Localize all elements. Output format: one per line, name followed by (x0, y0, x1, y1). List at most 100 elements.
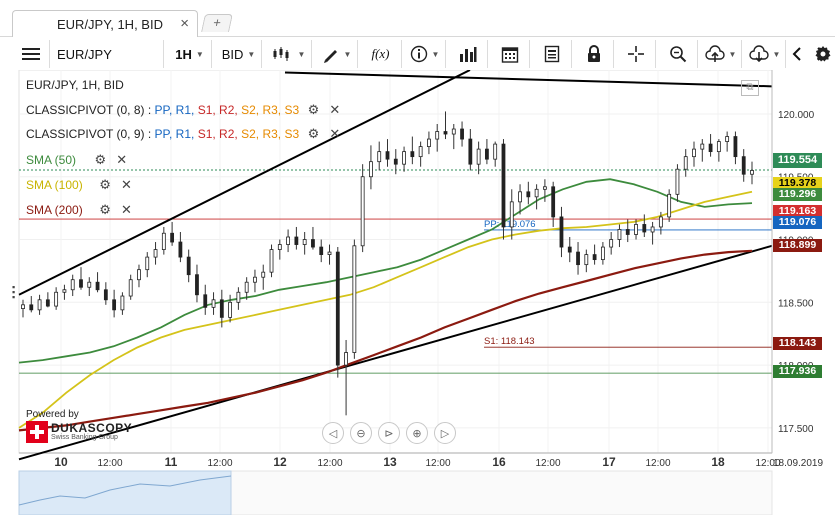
calendar-button[interactable] (490, 40, 530, 68)
candle-down (526, 191, 531, 198)
download-icon (748, 45, 769, 63)
period-select[interactable]: 1H ▼ (168, 40, 212, 68)
tab-eurjpy-1h-bid[interactable]: EUR/JPY, 1H, BID × (12, 10, 198, 37)
x-tick-label: 12:00 (425, 458, 450, 469)
instrument-value: EUR/JPY (57, 46, 112, 62)
add-tab-button[interactable]: + (201, 14, 233, 32)
price-chart[interactable]: 120.000119.500119.000118.500118.000117.5… (0, 70, 835, 515)
legend-r3: R3, (262, 103, 282, 117)
crosshair-button[interactable] (616, 40, 656, 68)
candle-up (70, 279, 75, 291)
price-tag: 118.143 (773, 337, 822, 350)
scroll-right-button[interactable]: ▷ (434, 422, 456, 444)
x-tick-label: 12:00 (645, 458, 670, 469)
close-icon[interactable]: ✕ (120, 177, 132, 192)
chart-title: EUR/JPY, 1H, BID (26, 78, 124, 92)
close-icon[interactable]: × (180, 15, 189, 32)
chart-nav: ◁ ⊖ ⊳ ⊕ ▷ (322, 422, 456, 444)
prev-button[interactable] (784, 40, 810, 68)
candle-up (244, 281, 249, 293)
x-tick-label: 12:00 (535, 458, 560, 469)
candle-up (344, 352, 348, 366)
instrument-select[interactable]: EUR/JPY (52, 40, 164, 68)
x-tick-label: 12:00 (207, 458, 232, 469)
candle-type-button[interactable]: ▼ (266, 40, 312, 68)
candle-up (518, 191, 522, 203)
candle-down (741, 156, 746, 175)
gear-icon[interactable]: ⚙ (307, 102, 320, 117)
legend-classicpivot-9: CLASSICPIVOT (0, 9) : PP, R1, S1, R2, S2… (26, 126, 342, 142)
draw-button[interactable]: ▼ (316, 40, 358, 68)
close-icon[interactable]: ✕ (329, 126, 341, 141)
gear-icon (815, 46, 831, 62)
candle-up (261, 271, 266, 278)
candle-up (692, 148, 696, 158)
candle-down (708, 143, 713, 153)
candle-down (485, 148, 489, 160)
candle-down (642, 224, 647, 233)
report-icon (544, 45, 559, 63)
gear-icon[interactable]: ⚙ (307, 126, 320, 141)
close-icon[interactable]: ✕ (120, 202, 132, 217)
candle-down (460, 128, 464, 140)
lock-button[interactable] (574, 40, 614, 68)
legend-s2: S2, (241, 127, 260, 141)
x-tick-label: 10 (54, 455, 68, 469)
info-button[interactable]: ▼ (404, 40, 446, 68)
candle-down (112, 299, 117, 311)
gear-icon[interactable]: ⚙ (99, 177, 111, 192)
scroll-left-button[interactable]: ◁ (322, 422, 344, 444)
candle-up (725, 136, 730, 142)
draw-icon (323, 50, 337, 63)
candle-up (584, 254, 589, 266)
gear-icon[interactable]: ⚙ (99, 202, 111, 217)
candle-down (311, 239, 315, 248)
lock-icon (587, 45, 600, 62)
candle-up (161, 232, 166, 250)
candle-up (37, 299, 42, 311)
legend-sma200: SMA (200) ⚙ ✕ (26, 202, 133, 218)
zoom-button[interactable] (658, 40, 698, 68)
candle-up (667, 193, 672, 218)
legend-s3: S3 (284, 127, 300, 141)
report-button[interactable] (532, 40, 572, 68)
candle-up (21, 304, 25, 309)
zoom-in-button[interactable]: ⊕ (406, 422, 428, 444)
chevron-down-icon: ▼ (247, 49, 256, 59)
y-tick-label: 117.500 (778, 424, 814, 435)
gear-icon[interactable]: ⚙ (94, 152, 107, 167)
chevron-down-icon: ▼ (728, 49, 737, 59)
candle-down (625, 229, 630, 235)
candle-up (617, 229, 622, 240)
download-button[interactable]: ▼ (744, 40, 786, 68)
settings-button[interactable] (812, 40, 834, 68)
close-icon[interactable]: ✕ (116, 152, 128, 167)
reset-view-button[interactable]: ⊳ (378, 422, 400, 444)
volume-icon (459, 47, 476, 62)
indicator-button[interactable]: f(x) (360, 40, 402, 68)
candle-up (700, 143, 705, 150)
menu-button[interactable] (12, 40, 50, 68)
legend-pp: PP, (154, 127, 173, 141)
info-icon (410, 45, 427, 63)
candle-up (327, 251, 332, 255)
popout-icon[interactable]: ⧉ (741, 80, 759, 96)
legend-name: SMA (200) (26, 203, 83, 217)
menu-icon (21, 48, 40, 60)
side-select[interactable]: BID ▼ (216, 40, 262, 68)
close-icon[interactable]: ✕ (329, 102, 341, 117)
legend-sma100: SMA (100) ⚙ ✕ (26, 177, 133, 193)
candle-up (62, 289, 67, 293)
volume-button[interactable] (448, 40, 488, 68)
upload-button[interactable]: ▼ (700, 40, 742, 68)
candle-up (54, 291, 59, 307)
panel-grip-icon[interactable]: ▪ ▪ ▪ (12, 282, 16, 302)
legend-colon: : (147, 103, 152, 117)
x-tick-label: 12:00 (755, 458, 780, 469)
logo-name: DUKASCOPY (51, 421, 133, 435)
candle-up (658, 216, 663, 228)
chevron-down-icon: ▼ (431, 49, 440, 59)
trendline-upper (18, 70, 471, 296)
zoom-out-button[interactable]: ⊖ (350, 422, 372, 444)
x-tick-label: 18 (711, 455, 725, 469)
